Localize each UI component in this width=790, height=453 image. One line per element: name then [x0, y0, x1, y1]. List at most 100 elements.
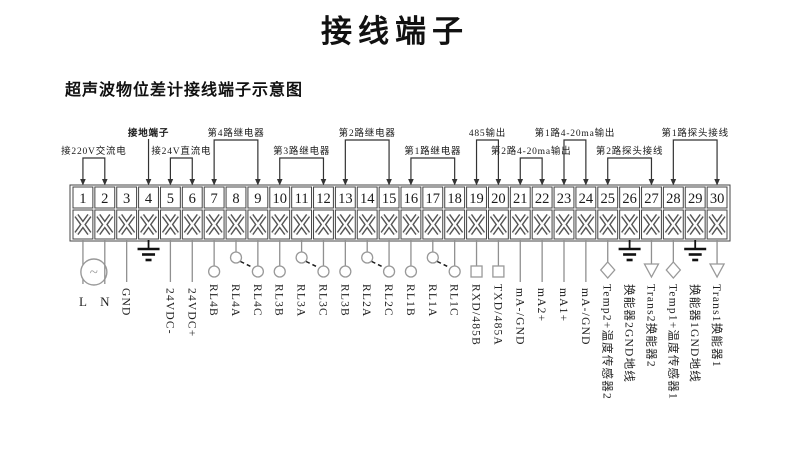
- terminal-number-9: 9: [254, 191, 261, 207]
- terminal-number-cell-14: [356, 186, 378, 209]
- terminal-label-15: RL2C: [382, 284, 394, 317]
- terminal-number-cell-30: [706, 186, 728, 209]
- page-title: 接线端子: [321, 14, 469, 49]
- terminal-number-1: 1: [79, 191, 86, 207]
- terminal-number-14: 14: [360, 191, 375, 207]
- terminal-number-cell-1: [72, 186, 94, 209]
- group-label-8: 485输出: [469, 127, 506, 139]
- group-label-9: 第2路4-20ma输出: [491, 145, 572, 157]
- terminal-number-cell-19: [466, 186, 487, 209]
- terminal-number-5: 5: [167, 191, 174, 207]
- arrow-down-icon: [495, 179, 502, 186]
- bracket: [607, 157, 653, 180]
- terminal-number-cell-26: [619, 186, 641, 209]
- arrow-down-icon: [539, 179, 545, 186]
- bracket: [169, 157, 193, 180]
- screw-x-icon: [578, 214, 594, 235]
- arrow-down-icon: [320, 179, 327, 186]
- screw-x-icon: [687, 214, 703, 235]
- terminal-label-21: mA-/GND: [513, 288, 525, 346]
- diamond-terminal-icon: [599, 261, 616, 279]
- terminal-label-27: Trans2换能器2: [644, 284, 658, 368]
- arrow-down-icon: [80, 179, 86, 186]
- screw-x-icon: [163, 214, 178, 235]
- terminal-number-17: 17: [426, 191, 441, 207]
- relay-contact-icon: [448, 265, 461, 278]
- terminal-number-30: 30: [710, 191, 725, 207]
- terminal-label-10: RL3B: [273, 284, 285, 317]
- group-label-2: 接地端子: [128, 127, 169, 139]
- terminal-label-6: 24VDC+: [185, 288, 197, 337]
- relay-common-icon: [426, 251, 439, 264]
- terminal-number-cell-28: [662, 186, 684, 209]
- terminal-number-cell-10: [269, 186, 291, 209]
- terminal-label-8: RL4A: [229, 284, 241, 318]
- screw-x-icon: [141, 214, 156, 235]
- terminal-number-cell-29: [684, 186, 706, 209]
- terminal-number-20: 20: [491, 191, 506, 207]
- arrow-down-icon: [604, 179, 611, 186]
- arrow-down-icon: [473, 179, 480, 186]
- terminal-number-cell-7: [203, 186, 225, 209]
- screw-x-icon: [75, 214, 91, 235]
- arrow-down-icon: [189, 179, 196, 186]
- terminal-label-5: 24VDC-: [163, 288, 175, 335]
- arrow-down-icon: [561, 179, 567, 186]
- relay-contact-icon: [273, 265, 286, 278]
- terminal-number-cell-21: [509, 186, 531, 209]
- terminal-number-8: 8: [232, 191, 239, 207]
- terminal-number-21: 21: [513, 191, 528, 207]
- terminal-number-cell-5: [159, 186, 181, 209]
- terminal-number-22: 22: [535, 191, 550, 207]
- terminal-number-6: 6: [189, 191, 196, 207]
- arrow-down-icon: [451, 179, 458, 186]
- relay-contact-icon: [317, 265, 330, 278]
- terminal-number-cell-23: [553, 186, 575, 209]
- screw-x-icon: [228, 214, 244, 235]
- terminal-label-13: RL3B: [338, 284, 350, 317]
- screw-x-icon: [119, 214, 135, 235]
- terminal-number-15: 15: [382, 191, 397, 207]
- terminal-number-cell-2: [94, 186, 116, 209]
- group-label-6: 第2路继电器: [339, 127, 396, 139]
- ac-source-icon: [80, 258, 108, 286]
- screw-x-icon: [556, 214, 572, 235]
- arrow-down-icon: [517, 179, 524, 186]
- arrow-down-icon: [145, 179, 152, 186]
- terminal-number-cell-27: [641, 186, 662, 209]
- terminal-number-13: 13: [338, 191, 353, 207]
- terminal-label-2: N: [100, 294, 110, 309]
- screw-x-icon: [622, 214, 637, 235]
- bracket: [519, 157, 543, 180]
- relay-contact-icon: [251, 265, 265, 278]
- arrow-down-icon: [670, 179, 677, 186]
- square-terminal-icon: [492, 265, 505, 278]
- terminal-number-10: 10: [272, 191, 287, 207]
- screw-x-icon: [665, 214, 681, 235]
- terminal-number-4: 4: [145, 191, 153, 207]
- relay-switch-arm-icon: [436, 260, 450, 269]
- terminal-label-24: mA-/GND: [579, 288, 591, 346]
- terminal-number-cell-24: [575, 186, 597, 209]
- terminal-number-cell-25: [597, 186, 619, 209]
- screw-x-icon: [534, 214, 550, 235]
- terminal-number-cell-16: [400, 186, 422, 209]
- terminal-number-cell-15: [378, 186, 400, 209]
- terminal-number-29: 29: [688, 191, 703, 207]
- triangle-terminal-icon: [643, 263, 660, 279]
- terminal-label-12: RL3C: [316, 284, 328, 317]
- bracket: [344, 139, 390, 180]
- bracket: [213, 139, 259, 180]
- terminal-number-23: 23: [557, 191, 572, 207]
- terminal-label-18: RL1C: [448, 284, 460, 317]
- screw-x-icon: [512, 214, 528, 235]
- terminal-number-cell-3: [116, 186, 138, 209]
- arrow-down-icon: [583, 179, 589, 186]
- terminal-label-16: RL1B: [404, 284, 416, 317]
- triangle-terminal-icon: [708, 263, 726, 279]
- terminal-number-26: 26: [622, 191, 637, 207]
- terminal-number-19: 19: [469, 191, 484, 207]
- arrow-down-icon: [648, 179, 655, 186]
- screw-x-icon: [272, 214, 288, 235]
